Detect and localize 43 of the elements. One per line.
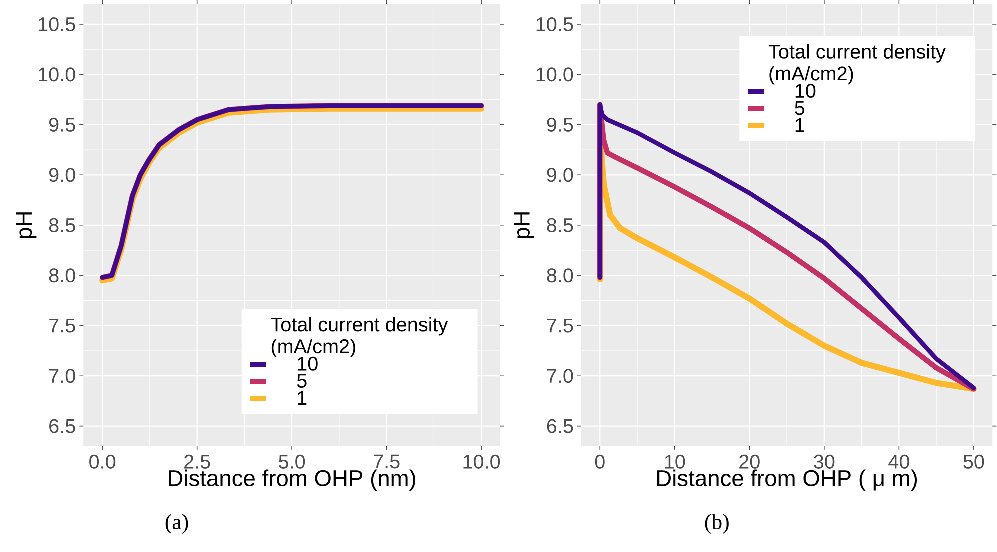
x-tick-label: 50 xyxy=(964,454,984,469)
legend-label: 10 xyxy=(298,356,318,371)
text: (a) xyxy=(166,514,188,534)
y-tick-label: 10.5 xyxy=(39,17,76,32)
y-tick-label: 9.0 xyxy=(547,168,574,182)
x-tick-label: 0 xyxy=(595,454,605,469)
legend-title: Total current density (mA/cm2) xyxy=(271,317,448,358)
x-tick-label: 5.0 xyxy=(279,454,306,469)
x-tick-label: 10 xyxy=(665,454,686,469)
x-tick-label: 2.5 xyxy=(184,454,210,469)
y-tick-label: 10.0 xyxy=(536,68,574,82)
y-tick-label: 8.0 xyxy=(49,268,76,283)
y-tick-label: 9.0 xyxy=(50,168,76,182)
y-tick-label: 7.0 xyxy=(50,369,76,384)
x-tick-label: 0.0 xyxy=(90,454,116,469)
y-tick-label: 8.0 xyxy=(547,268,574,283)
legend-label: 10 xyxy=(796,84,816,98)
y-tick-label: 6.5 xyxy=(547,419,574,434)
y-tick-label: 9.5 xyxy=(50,118,76,132)
y-tick-label: 8.5 xyxy=(49,218,76,232)
y-tick-label: 8.5 xyxy=(547,218,574,232)
x-tick-label: 40 xyxy=(888,454,910,469)
legend-label: 5 xyxy=(795,101,805,116)
y-tick-label: 7.0 xyxy=(547,369,574,384)
y-axis-title: pH xyxy=(16,212,37,239)
y-tick-label: 7.5 xyxy=(50,318,76,333)
y-tick-label: 7.5 xyxy=(547,318,574,333)
y-tick-label: 10.5 xyxy=(536,17,574,32)
y-tick-label: 6.5 xyxy=(50,419,76,434)
text: (b) xyxy=(705,514,729,534)
y-axis-title: pH xyxy=(514,212,534,239)
legend-title: Total current density (mA/cm2) xyxy=(768,44,946,85)
x-tick-label: 7.5 xyxy=(374,454,400,469)
x-tick-label: 10.0 xyxy=(464,454,500,469)
x-tick-label: 20 xyxy=(740,454,760,469)
legend-label: 1 xyxy=(298,391,307,405)
x-axis-title: Distance from OHP ( μ m) xyxy=(657,470,918,492)
legend-label: 5 xyxy=(297,374,307,388)
x-tick-label: 30 xyxy=(814,454,835,469)
x-axis-title: Distance from OHP (nm) xyxy=(169,470,416,492)
y-tick-label: 10.0 xyxy=(39,68,76,82)
legend-label: 1 xyxy=(796,118,804,132)
y-tick-label: 9.5 xyxy=(547,118,574,132)
